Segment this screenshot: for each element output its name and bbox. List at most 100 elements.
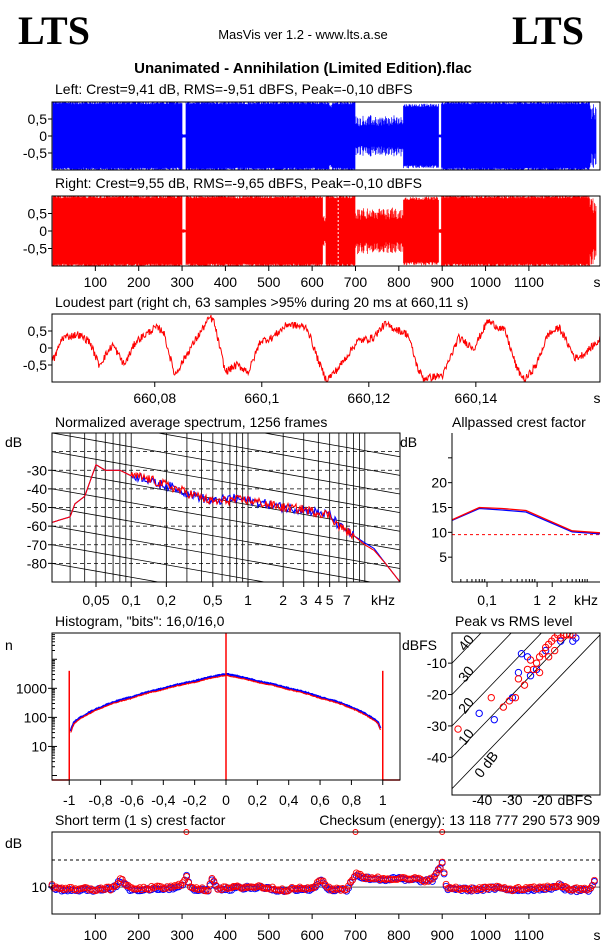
spectrum-ytick-label: -50 xyxy=(27,500,47,516)
peak-rms-crest-label: 30 xyxy=(455,663,477,685)
loudest-part-xtick-label: 660,08 xyxy=(133,390,176,406)
short-term-right-point xyxy=(210,877,218,885)
short-term-right-point xyxy=(185,879,193,887)
lts-logo-right: LTS xyxy=(512,8,584,53)
left-waveform-title: Left: Crest=9,41 dB, RMS=-9,51 dBFS, Pea… xyxy=(55,81,413,97)
peak-rms-ytick-label: -30 xyxy=(427,718,447,734)
histogram-y-label: n xyxy=(5,637,13,653)
peak-rms-right-point xyxy=(566,633,574,639)
spectrum-xtick-label: 0,5 xyxy=(203,592,223,608)
histogram-xtick-label: -1 xyxy=(63,792,76,808)
short-term-right-point xyxy=(189,883,196,891)
short-term-right-point xyxy=(83,884,91,892)
short-term-xtick-label: 800 xyxy=(387,927,411,943)
crest-xtick-label: 0,1 xyxy=(477,592,497,608)
lts-logo-left: LTS xyxy=(18,8,90,53)
peak-rms-xtick-label: -30 xyxy=(502,792,522,808)
left-waveform-ytick-label: 0,5 xyxy=(28,111,48,127)
peak-rms-right-point xyxy=(514,675,523,683)
crest-right-line xyxy=(451,506,601,534)
peak-rms-left-point xyxy=(557,637,565,645)
peak-rms-ytick-label: -10 xyxy=(427,655,447,671)
peak-rms-ytick-label: -40 xyxy=(427,749,447,765)
peak-rms-left-point xyxy=(475,709,483,718)
short-term-y-label: dB xyxy=(5,835,22,851)
spectrum-x-unit: kHz xyxy=(371,592,395,608)
short-term-right-point xyxy=(169,883,177,891)
short-term-right-point xyxy=(563,884,571,892)
crest-ytick-label: 20 xyxy=(431,475,447,491)
short-term-right-point xyxy=(356,870,364,878)
short-term-right-point xyxy=(173,882,181,890)
short-term-right-point xyxy=(440,869,448,877)
crest-y-label: dB xyxy=(400,434,417,450)
short-term-right-point xyxy=(73,886,81,894)
spectrum-title: Normalized average spectrum, 1256 frames xyxy=(55,414,327,430)
short-term-right-point xyxy=(432,870,440,878)
right-waveform-title: Right: Crest=9,55 dB, RMS=-9,65 dBFS, Pe… xyxy=(55,175,422,191)
histogram-title: Histogram, "bits": 16,0/16,0 xyxy=(55,613,225,629)
loudest-part-ytick-label: -0,5 xyxy=(23,357,47,373)
peak-rms-right-point xyxy=(511,693,520,702)
peak-rms-right-point xyxy=(535,668,544,677)
peak-rms-xtick-label: -40 xyxy=(472,792,492,808)
crest-xtick-label: 2 xyxy=(548,592,556,608)
spectrum-ytick-label: -70 xyxy=(27,537,47,553)
short-term-right-point xyxy=(358,872,366,880)
spectrum-ytick-label: -80 xyxy=(27,555,47,571)
short-term-right-point xyxy=(60,886,68,893)
short-term-right-point xyxy=(348,876,356,884)
short-term-right-point xyxy=(140,883,148,891)
short-term-xtick-label: 500 xyxy=(257,927,281,943)
peak-rms-title: Peak vs RMS level xyxy=(455,613,572,629)
right-waveform-xtick-label: 900 xyxy=(431,274,455,290)
spectrum-slope-line xyxy=(262,433,400,458)
peak-rms-right-point xyxy=(499,703,508,711)
peak-rms-crest-label: 0 dB xyxy=(471,748,501,781)
peak-rms-crest-label: 20 xyxy=(455,694,477,716)
histogram-xtick-label: 0,4 xyxy=(279,792,299,808)
right-waveform-xtick-label: 400 xyxy=(214,274,238,290)
short-term-right-point xyxy=(99,885,107,893)
histogram-ytick-label: 100 xyxy=(24,709,48,725)
spectrum-xtick-label: 0,2 xyxy=(157,592,177,608)
spectrum-slope-line xyxy=(52,433,400,495)
checksum-value: Checksum (energy): 13 118 777 290 573 90… xyxy=(319,812,600,828)
short-term-right-point xyxy=(161,884,169,892)
peak-rms-right-point xyxy=(523,665,532,674)
short-term-xtick-label: 400 xyxy=(214,927,238,943)
spectrum-xtick-label: 2 xyxy=(279,592,287,608)
peak-rms-right-point xyxy=(538,650,547,658)
peak-rms-right-point xyxy=(544,653,553,661)
short-term-right-point xyxy=(175,880,183,888)
right-waveform-xtick-label: 800 xyxy=(387,274,411,290)
short-term-xtick-label: 200 xyxy=(127,927,151,943)
crest-xtick-label: 1 xyxy=(533,592,541,608)
peak-rms-right-point xyxy=(529,665,538,674)
right-waveform-ytick-label: -0,5 xyxy=(23,241,47,257)
right-waveform-xtick-label: 500 xyxy=(257,274,281,290)
peak-rms-right-point xyxy=(526,656,535,664)
loudest-part-frame xyxy=(51,313,601,383)
short-term-right-point xyxy=(309,884,317,892)
short-term-right-point xyxy=(296,883,304,891)
short-term-right-point xyxy=(343,885,351,893)
histogram-xtick-label: 0,8 xyxy=(342,792,362,808)
short-term-x-unit: s xyxy=(594,927,601,943)
short-term-right-point xyxy=(438,858,446,866)
histogram-xtick-label: -0,2 xyxy=(183,792,207,808)
short-term-right-point xyxy=(327,886,335,894)
right-waveform-xtick-label: 100 xyxy=(84,274,108,290)
short-term-right-point xyxy=(112,881,120,889)
right-waveform-x-unit: s xyxy=(594,274,601,290)
peak-rms-right-point xyxy=(505,697,514,705)
peak-rms-left-point xyxy=(514,668,523,677)
crest-x-unit: kHz xyxy=(574,592,598,608)
short-term-right-point xyxy=(345,882,352,890)
short-term-xtick-label: 100 xyxy=(84,927,108,943)
short-term-ytick-label: 10 xyxy=(31,879,47,895)
spectrum-xtick-label: 1 xyxy=(244,592,252,608)
peak-rms-right-point xyxy=(550,646,559,655)
histogram-xtick-label: 1 xyxy=(379,792,387,808)
